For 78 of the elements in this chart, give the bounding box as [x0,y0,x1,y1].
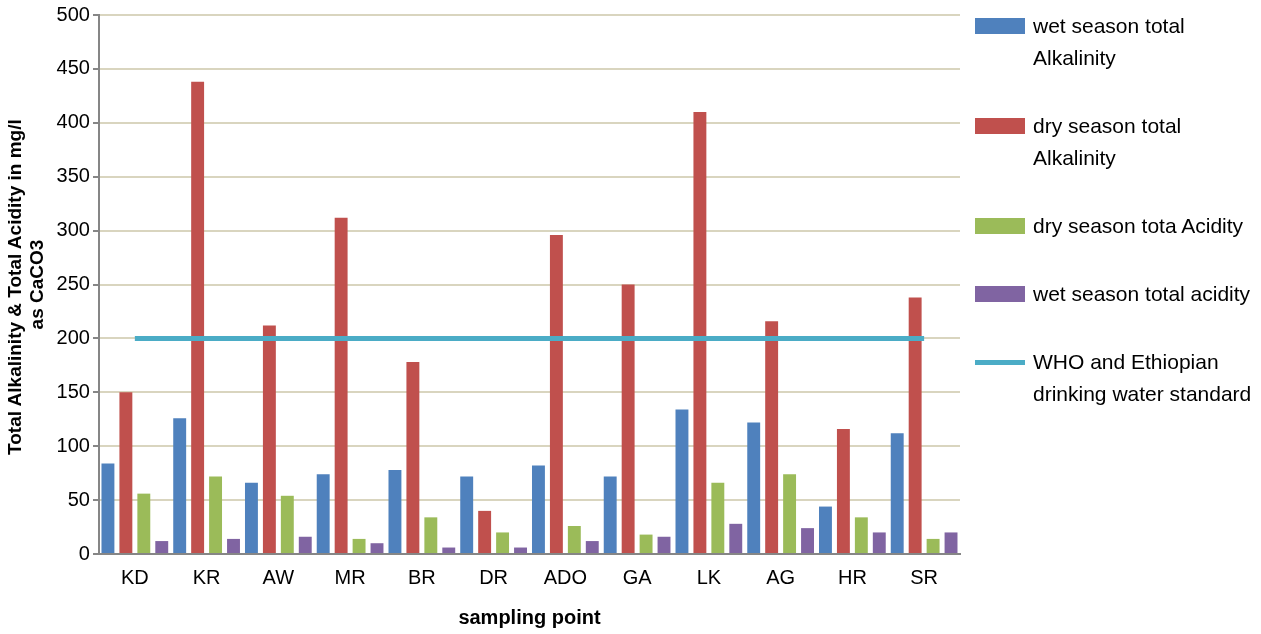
bar [603,476,617,553]
bar [944,532,958,553]
bar [262,325,276,553]
bar [621,284,635,553]
bar [819,506,832,553]
bar [244,482,258,553]
bar [424,517,438,553]
bar [191,81,205,553]
bar [549,234,563,553]
bar [101,463,115,553]
bar [639,534,653,553]
x-tick-label: KR [192,565,221,588]
bar [926,538,940,553]
x-tick-label: HR [837,565,867,588]
bar [280,495,294,553]
bar [801,528,814,553]
x-tick-label: ADO [543,565,588,588]
x-tick-label: DR [479,565,509,588]
y-tick-label: 0 [78,541,90,564]
bar [119,392,133,553]
bar [567,525,581,553]
bar [836,428,850,553]
bar [747,422,761,553]
x-axis-title: sampling point [458,605,601,628]
bar [155,541,169,553]
bar [442,547,456,553]
legend-label: dry season tota Acidity [1033,213,1244,239]
y-tick-label: 500 [56,2,90,25]
bar [783,474,797,553]
bar [478,510,492,553]
x-tick-label: LK [696,565,722,588]
bar [388,469,402,553]
bar [334,217,348,553]
bar [711,482,725,553]
bar [872,532,886,553]
bar [675,409,689,553]
bar [765,321,779,553]
x-tick-label: AW [262,565,295,588]
y-tick-label: 300 [56,218,90,241]
x-tick-label: SR [910,565,939,588]
bar [460,476,474,553]
legend-label: wet season total Alkalinity [1033,13,1186,71]
y-axis-title: Total Alkalinity & Total Acidity in mg/l as CaCO3 [3,114,48,455]
bar [854,517,868,553]
bar [173,418,187,553]
legend-label: wet season total acidity [1033,281,1251,307]
legend-label: dry season total Alkalinity [1033,113,1183,171]
bar [693,112,707,553]
x-tick-label: AG [766,565,796,588]
bar [406,362,420,553]
y-tick-label: 350 [56,164,90,187]
y-tick-label: 200 [56,325,90,348]
bar [657,536,671,553]
bar [496,532,510,553]
bar [532,465,545,553]
y-tick-label: 150 [56,379,90,402]
y-tick-label: 400 [56,110,90,133]
x-tick-label: MR [334,565,366,588]
legend-label: WHO and Ethiopian drinking water standard [1033,349,1253,407]
x-tick-label: KD [120,565,149,588]
bar [298,536,312,553]
bar [227,538,240,553]
x-tick-label: BR [407,565,436,588]
x-tick-label: GA [622,565,653,588]
y-tick-label: 50 [67,487,90,510]
y-tick-label: 250 [56,272,90,295]
y-tick-label: 450 [56,56,90,79]
bar [729,523,743,553]
bar [908,297,922,553]
bar [890,433,904,553]
bar [316,474,330,553]
bar [352,538,366,553]
bar [585,541,599,553]
y-tick-label: 100 [56,433,90,456]
bar [370,543,384,553]
bar [209,476,223,553]
bar [137,493,151,553]
bar [514,547,527,553]
